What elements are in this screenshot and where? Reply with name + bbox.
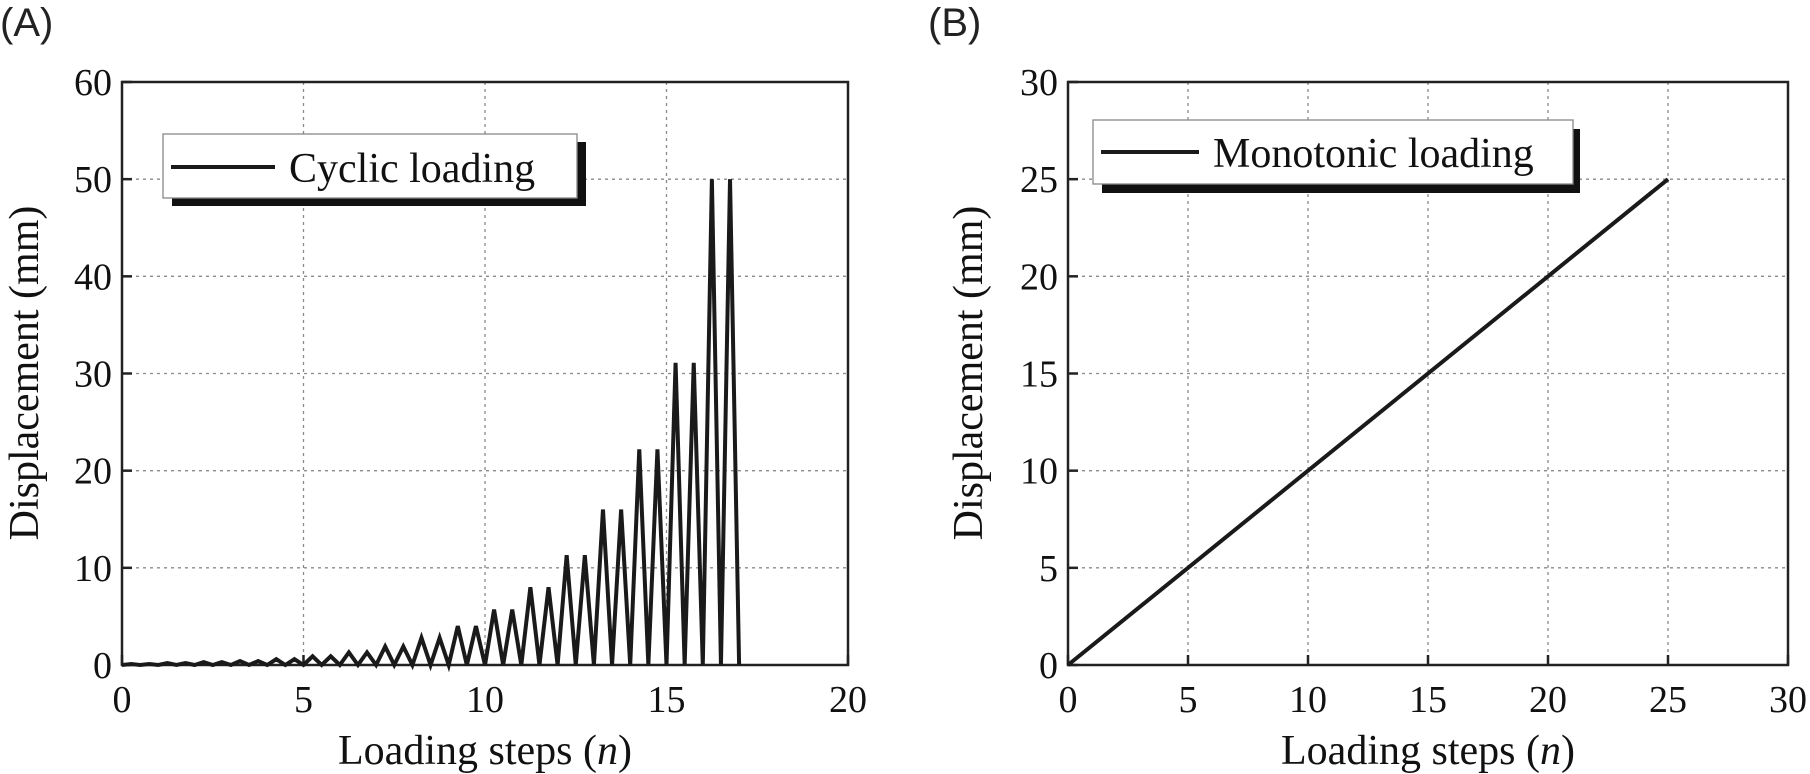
panel-a-legend: Cyclic loading (162, 133, 586, 206)
panel-a-x-axis-title: Loading steps (n) (338, 728, 632, 774)
panel-b-label: (B) (928, 1, 981, 45)
panel-a: (A) 0 5 10 15 20 0 10 20 30 40 50 60 Cyclic loading… (0, 1, 867, 774)
panel-b-x-tick-label: 5 (1179, 679, 1198, 721)
panel-a-ticks: 0 5 10 15 20 0 10 20 30 40 50 60 (74, 62, 867, 721)
panel-a-y-tick-label: 30 (74, 354, 112, 396)
panel-b-y-tick-label: 5 (1039, 548, 1058, 590)
panel-a-y-tick-label: 50 (74, 159, 112, 201)
panel-b-y-tick-label: 25 (1020, 159, 1058, 201)
panel-b-legend: Monotonic loading (1092, 119, 1580, 193)
panel-a-y-tick-label: 20 (74, 451, 112, 493)
panel-a-x-tick-label: 20 (829, 679, 867, 721)
panel-a-x-tick-label: 10 (466, 679, 504, 721)
panel-b-legend-label: Monotonic loading (1213, 131, 1534, 177)
panel-a-y-tick-label: 0 (93, 645, 112, 687)
panel-a-y-tick-label: 10 (74, 548, 112, 590)
panel-a-x-tick-label: 0 (113, 679, 132, 721)
panel-a-label: (A) (0, 1, 53, 45)
panel-b-series-layer (1066, 177, 1670, 667)
panel-b: (B) 0 5 10 15 20 25 30 0 5 10 15 20 25 30 Monotonic l… (928, 1, 1807, 774)
panel-b-x-tick-label: 20 (1529, 679, 1567, 721)
panel-a-y-axis-title: Displacement (mm) (2, 206, 48, 541)
panel-b-y-tick-label: 0 (1039, 645, 1058, 687)
panel-b-x-tick-label: 0 (1059, 679, 1078, 721)
panel-b-y-tick-label: 30 (1020, 62, 1058, 104)
panel-a-legend-label: Cyclic loading (289, 146, 535, 192)
panel-a-x-tick-label: 5 (294, 679, 313, 721)
panel-a-x-tick-label: 15 (648, 679, 686, 721)
panel-b-x-tick-label: 30 (1769, 679, 1807, 721)
panel-b-x-tick-label: 15 (1409, 679, 1447, 721)
panel-b-y-tick-label: 20 (1020, 256, 1058, 298)
panel-b-ticks: 0 5 10 15 20 25 30 0 5 10 15 20 25 30 (1020, 62, 1807, 721)
panel-b-x-tick-label: 10 (1289, 679, 1327, 721)
panel-b-y-axis-title: Displacement (mm) (946, 206, 992, 541)
panel-a-series-layer (121, 179, 742, 673)
panel-b-series-line-1 (1066, 177, 1670, 667)
panel-b-x-axis-title: Loading steps (n) (1281, 728, 1575, 774)
panel-b-y-tick-label: 15 (1020, 354, 1058, 396)
panel-b-y-tick-label: 10 (1020, 451, 1058, 493)
panel-b-x-tick-label: 25 (1649, 679, 1687, 721)
panel-a-series-line-1 (121, 179, 742, 673)
panel-a-y-tick-label: 40 (74, 256, 112, 298)
panel-a-y-tick-label: 60 (74, 62, 112, 104)
